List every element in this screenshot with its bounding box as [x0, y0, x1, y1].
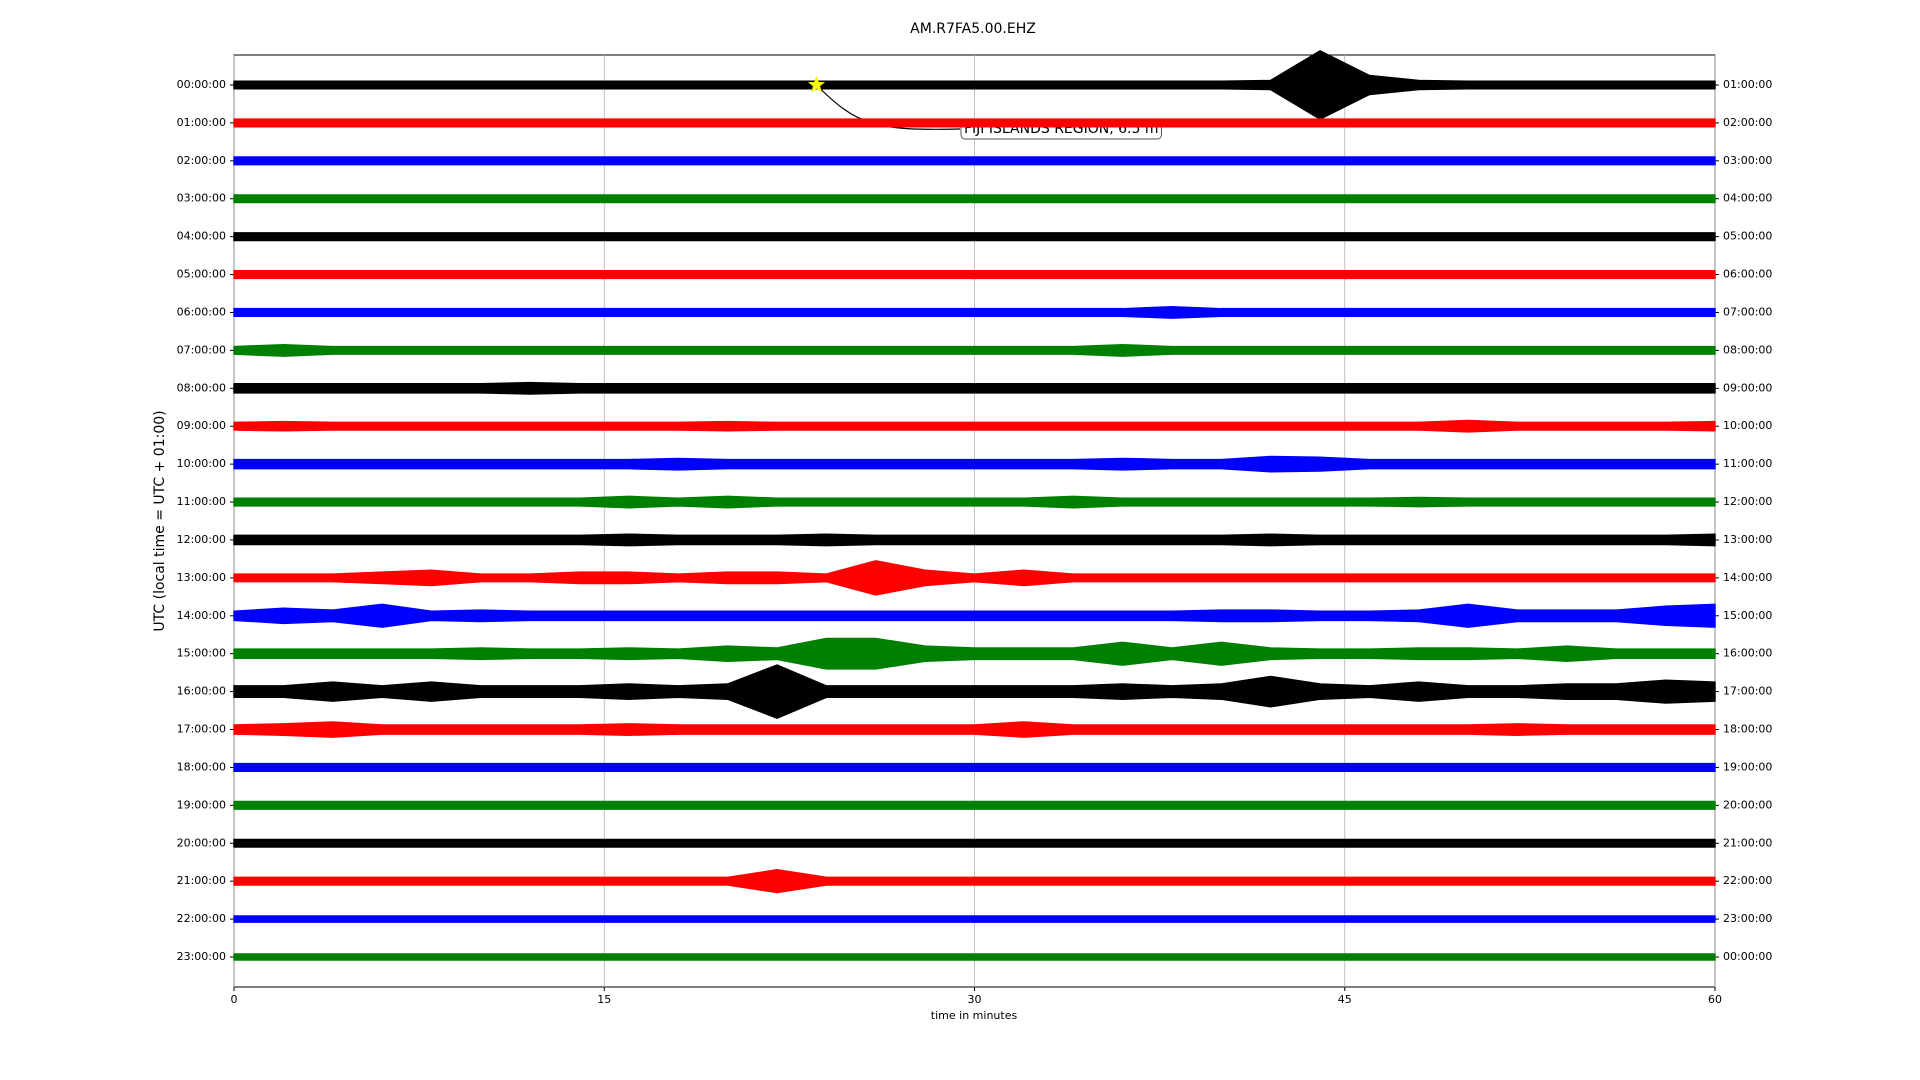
y-tick-label: 05:00:00	[177, 268, 226, 281]
y2-tick-label: 15:00:00	[1723, 609, 1772, 622]
y2-tick-label: 18:00:00	[1723, 723, 1772, 736]
y2-tick-label: 01:00:00	[1723, 78, 1772, 91]
x-tick-label: 30	[968, 993, 982, 1006]
y-tick-label: 13:00:00	[177, 571, 226, 584]
y2-tick-label: 17:00:00	[1723, 685, 1772, 698]
y-tick-label: 03:00:00	[177, 192, 226, 205]
y2-tick-label: 19:00:00	[1723, 760, 1772, 773]
trace	[233, 762, 1716, 772]
y2-tick-label: 06:00:00	[1723, 268, 1772, 281]
trace	[233, 838, 1716, 848]
y2-tick-label: 12:00:00	[1723, 495, 1772, 508]
y-tick-label: 19:00:00	[177, 798, 226, 811]
trace	[233, 560, 1716, 596]
trace	[233, 800, 1716, 810]
y2-tick-label: 10:00:00	[1723, 419, 1772, 432]
y2-tick-label: 13:00:00	[1723, 533, 1772, 546]
trace	[233, 419, 1716, 433]
trace	[233, 306, 1716, 319]
trace	[233, 915, 1716, 923]
y2-tick-label: 22:00:00	[1723, 874, 1772, 887]
trace	[233, 270, 1716, 280]
y2-tick-label: 00:00:00	[1723, 950, 1772, 963]
trace	[233, 194, 1716, 204]
x-tick-label: 60	[1708, 993, 1722, 1006]
trace	[233, 664, 1716, 719]
trace	[233, 156, 1716, 166]
y2-tick-label: 21:00:00	[1723, 836, 1772, 849]
y2-tick-label: 08:00:00	[1723, 343, 1772, 356]
y-tick-label: 21:00:00	[177, 874, 226, 887]
y-tick-label: 02:00:00	[177, 154, 226, 167]
y-tick-label: 01:00:00	[177, 116, 226, 129]
y-tick-label: 14:00:00	[177, 609, 226, 622]
chart-title: AM.R7FA5.00.EHZ	[910, 21, 1036, 37]
trace	[233, 118, 1716, 128]
y2-tick-label: 16:00:00	[1723, 647, 1772, 660]
x-axis-label: time in minutes	[931, 1009, 1018, 1022]
y-tick-label: 23:00:00	[177, 950, 226, 963]
y2-tick-label: 11:00:00	[1723, 457, 1772, 470]
y-tick-label: 11:00:00	[177, 495, 226, 508]
trace	[233, 495, 1716, 509]
y-tick-label: 12:00:00	[177, 533, 226, 546]
y-tick-label: 08:00:00	[177, 381, 226, 394]
trace	[233, 953, 1716, 961]
trace	[233, 533, 1716, 547]
trace	[233, 721, 1716, 738]
event-marker	[807, 75, 826, 93]
trace	[233, 50, 1716, 120]
y-tick-label: 10:00:00	[177, 457, 226, 470]
y-axis-label: UTC (local time = UTC + 01:00)	[152, 410, 168, 631]
trace	[233, 603, 1716, 628]
trace	[233, 869, 1716, 894]
y2-tick-label: 04:00:00	[1723, 192, 1772, 205]
y-tick-label: 15:00:00	[177, 647, 226, 660]
y-tick-label: 18:00:00	[177, 760, 226, 773]
y-tick-label: 07:00:00	[177, 343, 226, 356]
x-tick-label: 15	[597, 993, 611, 1006]
y-tick-label: 20:00:00	[177, 836, 226, 849]
y2-tick-label: 23:00:00	[1723, 912, 1772, 925]
y-tick-label: 22:00:00	[177, 912, 226, 925]
y2-tick-label: 03:00:00	[1723, 154, 1772, 167]
x-tick-label: 0	[231, 993, 238, 1006]
y-tick-label: 09:00:00	[177, 419, 226, 432]
y-tick-label: 16:00:00	[177, 685, 226, 698]
trace	[233, 455, 1716, 473]
trace	[233, 232, 1716, 242]
trace	[233, 343, 1716, 357]
y2-tick-label: 14:00:00	[1723, 571, 1772, 584]
y2-tick-label: 02:00:00	[1723, 116, 1772, 129]
y-tick-label: 06:00:00	[177, 305, 226, 318]
y2-tick-label: 09:00:00	[1723, 381, 1772, 394]
y-tick-label: 04:00:00	[177, 230, 226, 243]
y2-tick-label: 07:00:00	[1723, 305, 1772, 318]
y-tick-label: 00:00:00	[177, 78, 226, 91]
x-tick-label: 45	[1338, 993, 1352, 1006]
y-tick-label: 17:00:00	[177, 723, 226, 736]
trace	[233, 637, 1716, 670]
trace	[233, 381, 1716, 395]
y2-tick-label: 05:00:00	[1723, 230, 1772, 243]
y2-tick-label: 20:00:00	[1723, 798, 1772, 811]
